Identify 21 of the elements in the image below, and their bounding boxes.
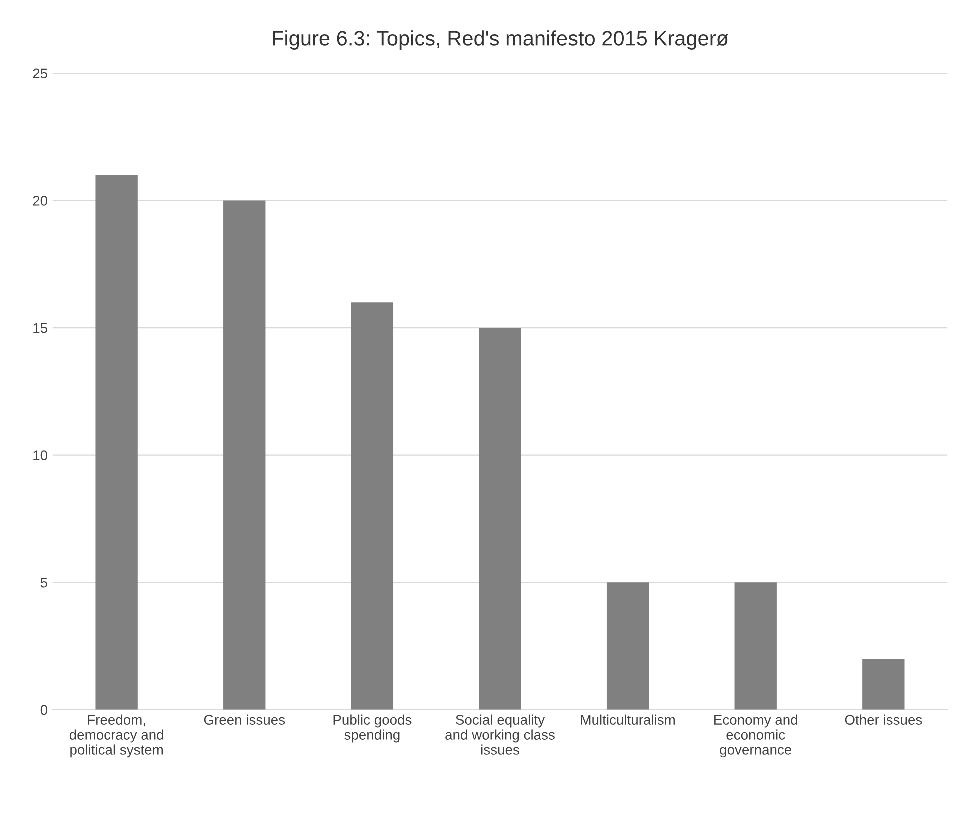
y-tick-label: 5 xyxy=(40,578,48,588)
x-tick-label: Multiculturalism xyxy=(581,714,675,725)
bar xyxy=(351,302,394,710)
y-tick-label: 10 xyxy=(34,450,48,460)
y-tick-label: 15 xyxy=(34,324,48,334)
y-tick-label: 25 xyxy=(33,68,48,79)
x-tick-label: Public goods spending xyxy=(334,714,412,743)
bar xyxy=(224,200,266,710)
x-tick-label: Economy and economic governance xyxy=(714,714,798,758)
y-tick-label: 20 xyxy=(33,196,48,206)
y-tick-label: 0 xyxy=(40,705,48,716)
x-tick-label: Green issues xyxy=(204,714,286,725)
bar xyxy=(96,175,138,710)
bar xyxy=(734,582,777,710)
x-tick-label: Freedom, democracy and political system xyxy=(70,714,164,758)
x-tick-label: Social equality and working class issues xyxy=(446,714,555,755)
bar xyxy=(479,328,522,710)
x-tick-label: Other issues xyxy=(845,714,922,725)
bar xyxy=(862,659,905,710)
bar xyxy=(606,582,650,710)
chart-title: Figure 6.3: Topics, Red's manifesto 2015 Kragerø xyxy=(273,30,729,50)
